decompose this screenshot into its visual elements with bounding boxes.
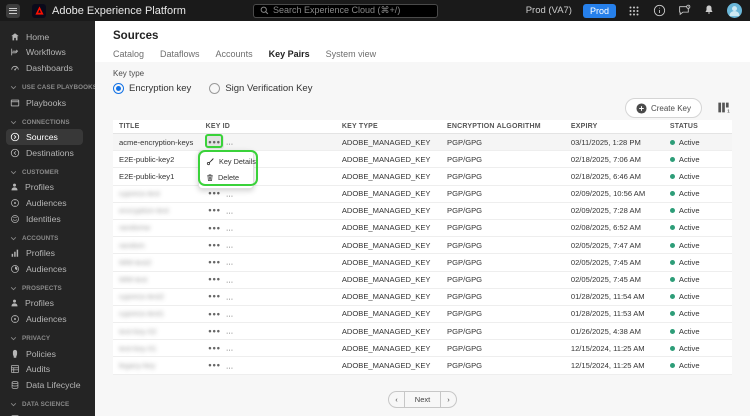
svg-text:10: 10	[727, 108, 730, 113]
